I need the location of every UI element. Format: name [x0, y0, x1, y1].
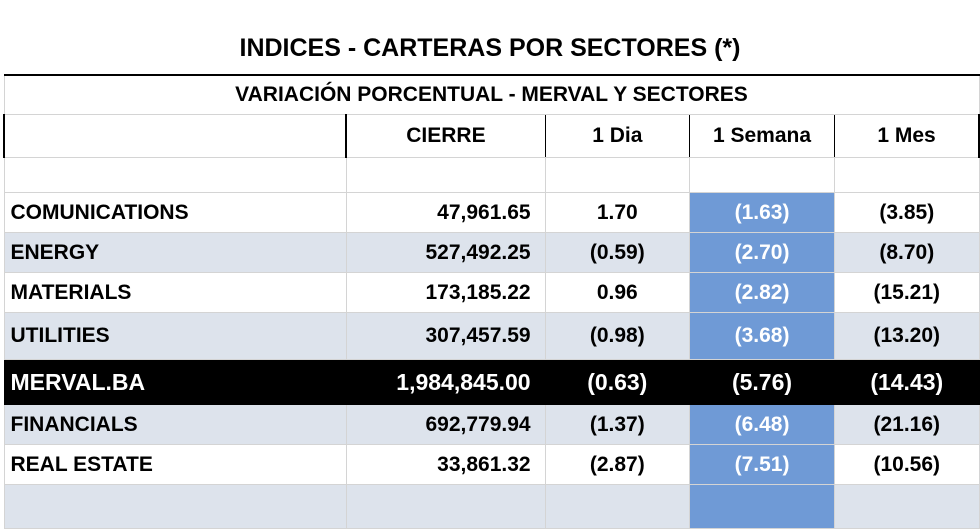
semana-value: (2.70): [688, 232, 836, 273]
semana-value: (6.48): [688, 404, 836, 445]
semana-value: (5.76): [688, 359, 836, 405]
header-cierre: CIERRE: [345, 114, 546, 158]
mes-value: (15.21): [834, 272, 980, 313]
header-1-semana: 1 Semana: [688, 114, 836, 158]
dia-value: (0.63): [544, 359, 691, 405]
table-subtitle-row: VARIACIÓN PORCENTUAL - MERVAL Y SECTORES: [3, 74, 980, 115]
mes-value: (21.16): [834, 404, 980, 445]
header-blank: [2, 114, 348, 158]
table-subtitle: VARIACIÓN PORCENTUAL - MERVAL Y SECTORES: [3, 74, 980, 115]
cierre-value: 47,961.65: [345, 192, 546, 233]
header-1-dia: 1 Dia: [544, 114, 691, 158]
dia-value: (0.98): [544, 312, 691, 360]
mes-value: (10.56): [834, 444, 980, 485]
table-row: FINANCIALS 692,779.94 (1.37) (6.48) (21.16): [3, 404, 980, 445]
sector-variation-table: VARIACIÓN PORCENTUAL - MERVAL Y SECTORES…: [2, 74, 980, 529]
semana-value: (1.63): [688, 192, 836, 233]
sector-name: MATERIALS: [3, 272, 347, 313]
dia-value: 0.96: [544, 272, 691, 313]
sector-name: ENERGY: [3, 232, 347, 273]
dia-value: (0.59): [544, 232, 691, 273]
dia-value: (2.87): [544, 444, 691, 485]
semana-value: (7.51): [688, 444, 836, 485]
page-title: INDICES - CARTERAS POR SECTORES (*): [239, 34, 741, 62]
table-row: MATERIALS 173,185.22 0.96 (2.82) (15.21): [3, 272, 980, 313]
table-row: COMUNICATIONS 47,961.65 1.70 (1.63) (3.85): [3, 192, 980, 233]
cierre-value: 307,457.59: [345, 312, 546, 360]
dia-value: (1.37): [544, 404, 691, 445]
semana-value: (2.82): [688, 272, 836, 313]
column-header-row: CIERRE 1 Dia 1 Semana 1 Mes: [2, 114, 980, 158]
sector-name: UTILITIES: [3, 312, 347, 360]
cierre-value: 1,984,845.00: [345, 359, 546, 405]
header-1-mes: 1 Mes: [834, 114, 980, 158]
table-row: ENERGY 527,492.25 (0.59) (2.70) (8.70): [3, 232, 980, 273]
cierre-value: 173,185.22: [345, 272, 546, 313]
sector-name: COMUNICATIONS: [3, 192, 347, 233]
sector-name: MERVAL.BA: [3, 359, 347, 405]
mes-value: (3.85): [834, 192, 980, 233]
cierre-value: 33,861.32: [345, 444, 546, 485]
mes-value: (14.43): [834, 359, 980, 405]
cierre-value: 692,779.94: [345, 404, 546, 445]
mes-value: (8.70): [834, 232, 980, 273]
table-row: MERVAL.BA 1,984,845.00 (0.63) (5.76) (14.43): [3, 359, 980, 405]
spacer-row: [3, 157, 980, 193]
dia-value: 1.70: [544, 192, 691, 233]
table-row: REAL ESTATE 33,861.32 (2.87) (7.51) (10.56): [3, 444, 980, 485]
semana-value: (3.68): [688, 312, 836, 360]
sector-name: REAL ESTATE: [3, 444, 347, 485]
empty-bottom-row: [3, 484, 980, 529]
sector-name: FINANCIALS: [3, 404, 347, 445]
mes-value: (13.20): [834, 312, 980, 360]
table-row: UTILITIES 307,457.59 (0.98) (3.68) (13.20): [3, 312, 980, 360]
cierre-value: 527,492.25: [345, 232, 546, 273]
